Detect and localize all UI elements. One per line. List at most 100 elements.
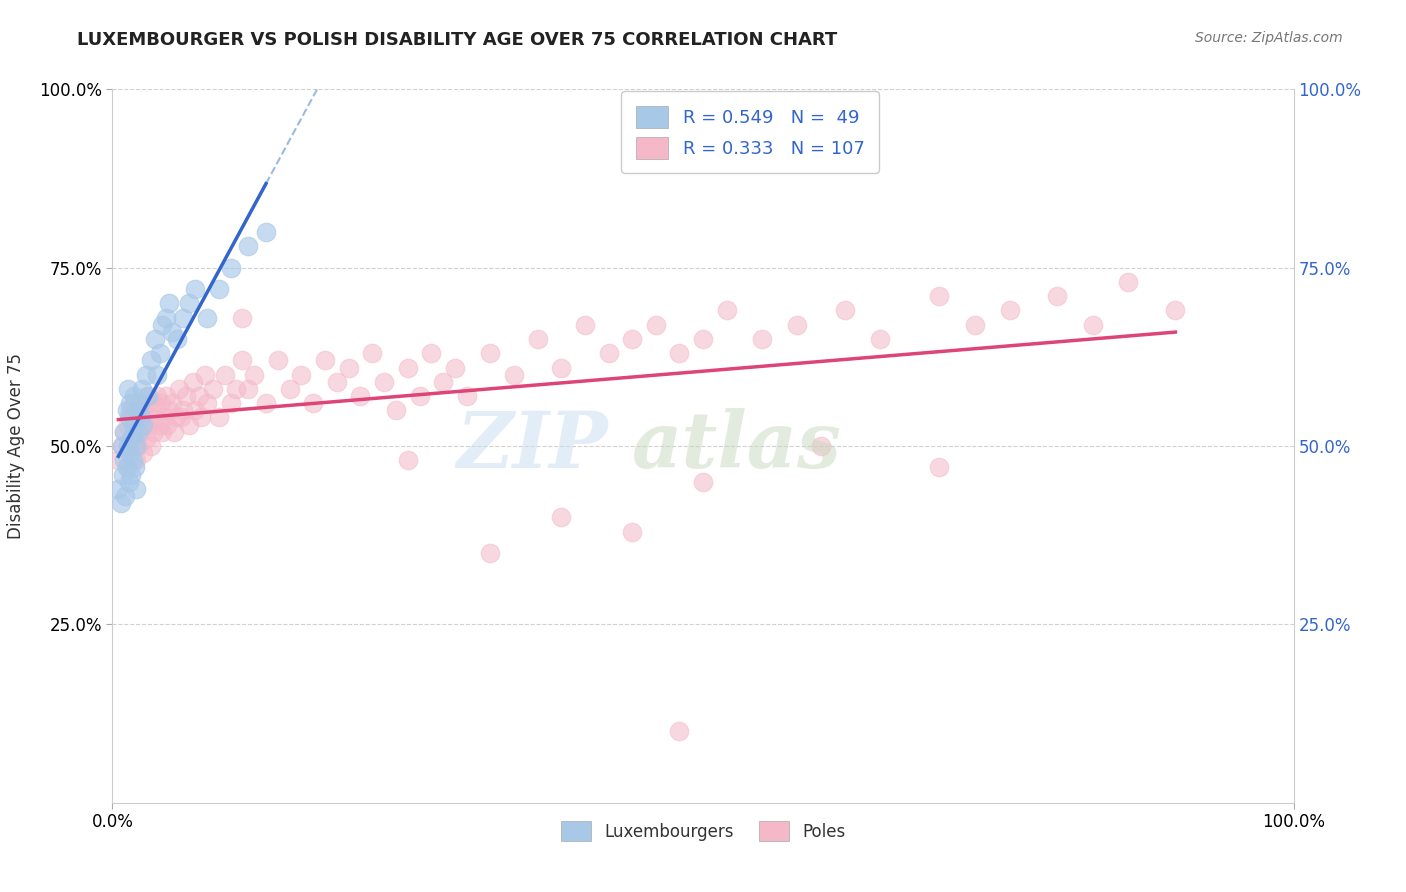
Point <box>112 467 135 482</box>
Point <box>184 403 207 417</box>
Point <box>337 360 360 375</box>
Point <box>115 403 138 417</box>
Point <box>121 453 143 467</box>
Point <box>134 403 156 417</box>
Point <box>141 439 163 453</box>
Point <box>503 368 526 382</box>
Point <box>107 482 129 496</box>
Point <box>117 417 139 432</box>
Point <box>456 389 478 403</box>
Point <box>195 310 218 325</box>
Point <box>526 332 548 346</box>
Point <box>201 382 224 396</box>
Point <box>125 482 148 496</box>
Point <box>156 417 179 432</box>
Point <box>238 239 260 253</box>
Point <box>160 325 183 339</box>
Point <box>550 510 572 524</box>
Point <box>111 439 134 453</box>
Point <box>149 396 172 410</box>
Point <box>120 432 142 446</box>
Point <box>181 375 204 389</box>
Point <box>120 446 142 460</box>
Point <box>122 389 145 403</box>
Point <box>361 346 384 360</box>
Point <box>165 410 187 425</box>
Point <box>125 425 148 439</box>
Point <box>621 332 644 346</box>
Point <box>214 368 236 382</box>
Point <box>163 425 186 439</box>
Point <box>187 389 209 403</box>
Point <box>290 368 312 382</box>
Point <box>143 332 166 346</box>
Point <box>208 410 231 425</box>
Point <box>128 396 150 410</box>
Point <box>179 296 201 310</box>
Point <box>121 417 143 432</box>
Point <box>396 360 419 375</box>
Point <box>124 460 146 475</box>
Point <box>112 425 135 439</box>
Point <box>1081 318 1104 332</box>
Text: atlas: atlas <box>633 408 842 484</box>
Point <box>195 396 218 410</box>
Point <box>1046 289 1069 303</box>
Point <box>928 460 950 475</box>
Point <box>278 382 301 396</box>
Point <box>574 318 596 332</box>
Point <box>141 353 163 368</box>
Point <box>172 403 194 417</box>
Point <box>114 489 136 503</box>
Point <box>810 439 832 453</box>
Point <box>432 375 454 389</box>
Point <box>644 318 666 332</box>
Text: ZIP: ZIP <box>457 408 609 484</box>
Point <box>149 417 172 432</box>
Point <box>444 360 467 375</box>
Point <box>142 425 165 439</box>
Point <box>146 368 169 382</box>
Point <box>118 475 141 489</box>
Point <box>157 296 180 310</box>
Point <box>190 410 212 425</box>
Point <box>479 546 502 560</box>
Point <box>135 368 157 382</box>
Point <box>479 346 502 360</box>
Point <box>174 389 197 403</box>
Point <box>150 318 173 332</box>
Point <box>314 353 336 368</box>
Point <box>326 375 349 389</box>
Point <box>124 396 146 410</box>
Point <box>928 289 950 303</box>
Point <box>1164 303 1187 318</box>
Point <box>963 318 986 332</box>
Point <box>139 410 162 425</box>
Point <box>120 403 142 417</box>
Point <box>117 382 139 396</box>
Point <box>132 417 155 432</box>
Point <box>125 453 148 467</box>
Point <box>243 368 266 382</box>
Point <box>110 496 132 510</box>
Point <box>668 724 690 739</box>
Point <box>153 410 176 425</box>
Point <box>132 446 155 460</box>
Point <box>408 389 430 403</box>
Point <box>150 425 173 439</box>
Point <box>231 353 253 368</box>
Point <box>111 439 134 453</box>
Point <box>621 524 644 539</box>
Point <box>142 396 165 410</box>
Point <box>208 282 231 296</box>
Text: LUXEMBOURGER VS POLISH DISABILITY AGE OVER 75 CORRELATION CHART: LUXEMBOURGER VS POLISH DISABILITY AGE OV… <box>77 31 838 49</box>
Point <box>396 453 419 467</box>
Point <box>127 439 149 453</box>
Point <box>172 310 194 325</box>
Point <box>179 417 201 432</box>
Point <box>120 467 142 482</box>
Point <box>127 403 149 417</box>
Point <box>834 303 856 318</box>
Point <box>160 396 183 410</box>
Point <box>167 382 190 396</box>
